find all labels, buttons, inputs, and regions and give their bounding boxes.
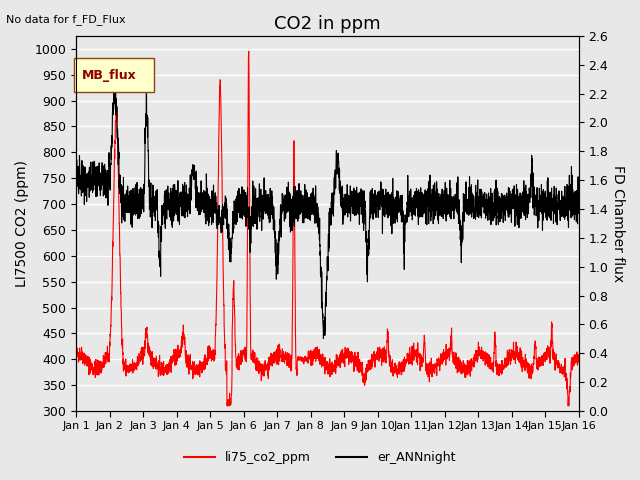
Text: No data for f_FD_Flux: No data for f_FD_Flux (6, 14, 126, 25)
Legend: li75_co2_ppm, er_ANNnight: li75_co2_ppm, er_ANNnight (179, 446, 461, 469)
FancyBboxPatch shape (74, 59, 154, 92)
Text: MB_flux: MB_flux (82, 69, 137, 82)
Y-axis label: LI7500 CO2 (ppm): LI7500 CO2 (ppm) (15, 160, 29, 287)
Title: CO2 in ppm: CO2 in ppm (274, 15, 381, 33)
Y-axis label: FD Chamber flux: FD Chamber flux (611, 165, 625, 282)
